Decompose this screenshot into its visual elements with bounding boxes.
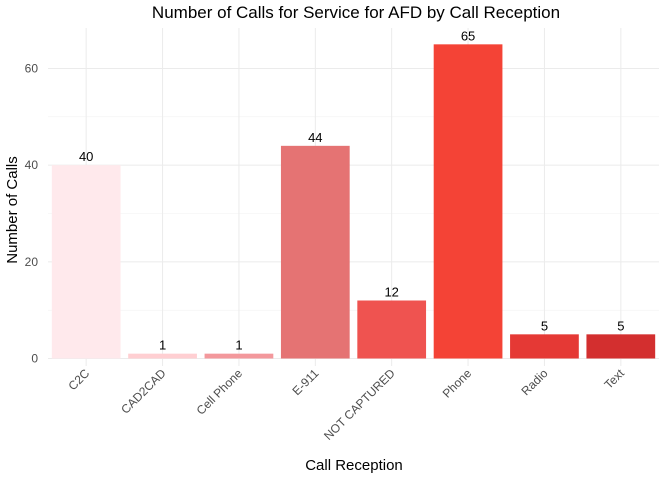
x-tick-label: Text [601, 366, 627, 392]
x-axis-ticks: C2C CAD2CAD Cell Phone E-911 NOT CAPTURED Pho… [65, 366, 627, 443]
bar-value-label: 1 [159, 338, 166, 353]
x-tick-label: Phone [440, 366, 475, 401]
bar-value-label: 1 [235, 338, 242, 353]
x-tick-label: Radio [518, 366, 550, 398]
bar-value-label: 5 [541, 318, 548, 333]
y-tick-label: 0 [31, 352, 38, 366]
x-tick-label: C2C [65, 366, 92, 393]
bar-value-label: 12 [384, 285, 398, 300]
bar [586, 334, 656, 359]
y-tick-label: 20 [25, 255, 39, 269]
bar-value-label: 40 [79, 149, 93, 164]
x-tick-label: E-911 [290, 366, 322, 398]
bar [204, 353, 274, 359]
bar-value-label: 5 [617, 318, 624, 333]
y-tick-label: 40 [25, 158, 39, 172]
x-tick-label: CAD2CAD [118, 366, 169, 417]
y-axis-title: Number of Calls [4, 156, 21, 264]
data-labels: 40 1 1 44 12 65 5 5 [79, 28, 624, 352]
grid [48, 28, 659, 366]
x-tick-label: Cell Phone [194, 366, 246, 418]
y-axis-ticks: 0 20 40 60 [25, 62, 39, 366]
bars [51, 44, 656, 359]
bar [128, 353, 197, 359]
bar [51, 165, 121, 359]
bar-value-label: 65 [461, 28, 475, 43]
x-axis-title: Call Reception [305, 457, 403, 474]
y-tick-label: 60 [25, 62, 39, 76]
bar [280, 145, 350, 359]
chart-title: Number of Calls for Service for AFD by C… [152, 3, 560, 22]
bar-value-label: 44 [308, 130, 322, 145]
x-tick-label: NOT CAPTURED [321, 366, 398, 443]
bar [433, 44, 503, 359]
bar [510, 334, 579, 359]
bar [357, 300, 427, 359]
